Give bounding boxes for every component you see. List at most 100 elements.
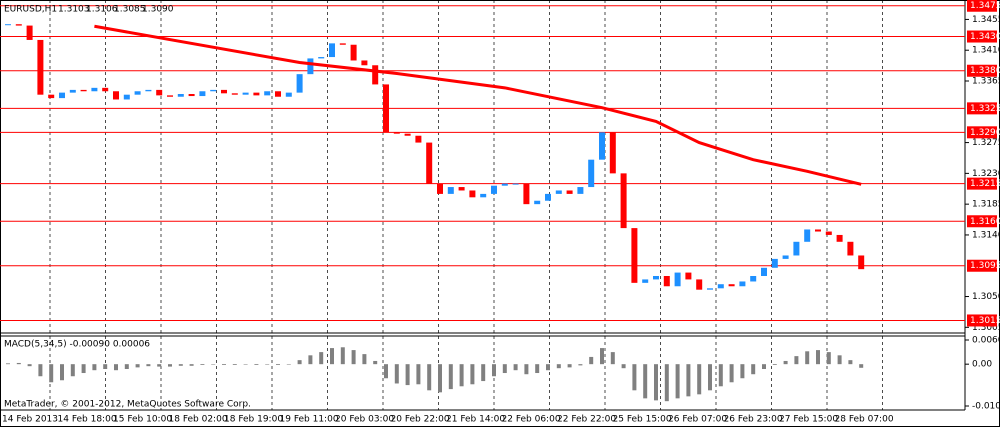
x-tick-label: 28 Feb 07:00 [835,415,894,425]
macd-bar [621,364,626,369]
macd-bar [675,364,680,399]
candle [264,91,271,96]
macd-bar [243,364,248,365]
candle [393,132,400,134]
macd-bar [373,360,378,365]
candle [48,94,55,99]
candle [588,159,595,188]
ohlc-open: 1.3103 [58,5,90,15]
y-tick-label: 1.3140 [972,230,1000,240]
candle [512,183,519,185]
candle [480,193,487,198]
macd-bar [610,352,615,365]
candle [653,276,659,280]
macd-bar [384,364,388,379]
level-label: 1.3290 [970,128,1000,138]
y-tick-label: 1.3275 [972,138,1000,148]
macd-bar [448,364,453,390]
candle [80,89,87,92]
macd-bar [643,364,648,399]
symbol: EURUSD,H1 [4,5,57,15]
candle [793,241,800,256]
candle [177,94,184,97]
x-tick-label: 26 Feb 07:00 [668,415,727,425]
level-box [967,30,997,43]
candle [415,135,422,143]
macd-bar [556,364,561,369]
macd-tick-label: 0.00 [972,360,992,370]
macd-bar [286,364,291,365]
macd-bar [49,364,54,383]
candle [469,190,476,198]
macd-bar [859,364,864,368]
macd-bar [38,364,43,377]
x-tick-label: 18 Feb 19:00 [224,415,283,425]
candle [69,89,76,93]
candle [102,87,109,92]
macd-bar [524,364,529,375]
macd-bar [567,364,572,368]
macd-bar [276,364,280,365]
macd-bar [6,363,10,365]
macd-bar [362,354,367,365]
macd-bar [265,364,270,365]
macd-bar [654,364,658,401]
candle [804,229,811,242]
level-label: 1.3325 [970,104,1000,114]
candle [210,89,217,92]
candle [728,284,735,287]
y-tick-label: 1.3050 [972,292,1000,302]
x-tick-label: 14 Feb 2013 [2,415,58,425]
macd-bar [794,356,799,365]
candle [253,92,260,96]
candle [761,267,767,276]
macd-bar [697,364,702,395]
macd-bar [546,364,550,371]
macd-bar [826,352,831,365]
y-tick-label: 1.3005 [972,323,1000,333]
macd-bar [513,364,518,371]
macd-bar [319,352,324,365]
candle [285,92,292,97]
candle [383,84,389,133]
candle [361,60,368,66]
candle [534,200,541,205]
candle [782,255,789,259]
ohlc-low: 1.3085 [114,5,146,15]
macd-bar [297,360,302,365]
candle [523,183,530,205]
macd-tick-label: 0.00601 [972,336,1000,346]
macd-bar [92,364,97,371]
macd-bar [783,360,788,365]
candle [858,255,865,270]
x-tick-label: 19 Feb 11:00 [280,415,339,425]
candle [188,94,195,97]
macd-bar [200,364,205,365]
candle [642,279,649,283]
macd-bar [848,360,853,365]
macd-bar [308,355,313,365]
candle [5,24,11,26]
macd-bar [751,364,756,375]
candle [339,43,346,45]
macd-bar [772,364,777,365]
candle [91,87,98,92]
macd-bar [330,348,334,365]
candle [599,132,605,160]
macd-bar [340,347,345,365]
candle [447,187,454,194]
candle [491,185,497,194]
macd-bar [578,364,583,366]
x-tick-label: 26 Feb 23:00 [724,415,783,425]
candle [577,187,584,194]
macd-tick-label: -0.0104 [972,402,1000,412]
macd-bar [16,362,21,365]
candle [707,288,713,290]
x-tick-label: 25 Feb 15:00 [613,415,672,425]
candle [458,187,465,191]
candle [275,91,281,97]
level-box [967,177,997,190]
macd-bar [168,364,172,367]
candle [663,276,670,287]
candle [815,229,821,232]
